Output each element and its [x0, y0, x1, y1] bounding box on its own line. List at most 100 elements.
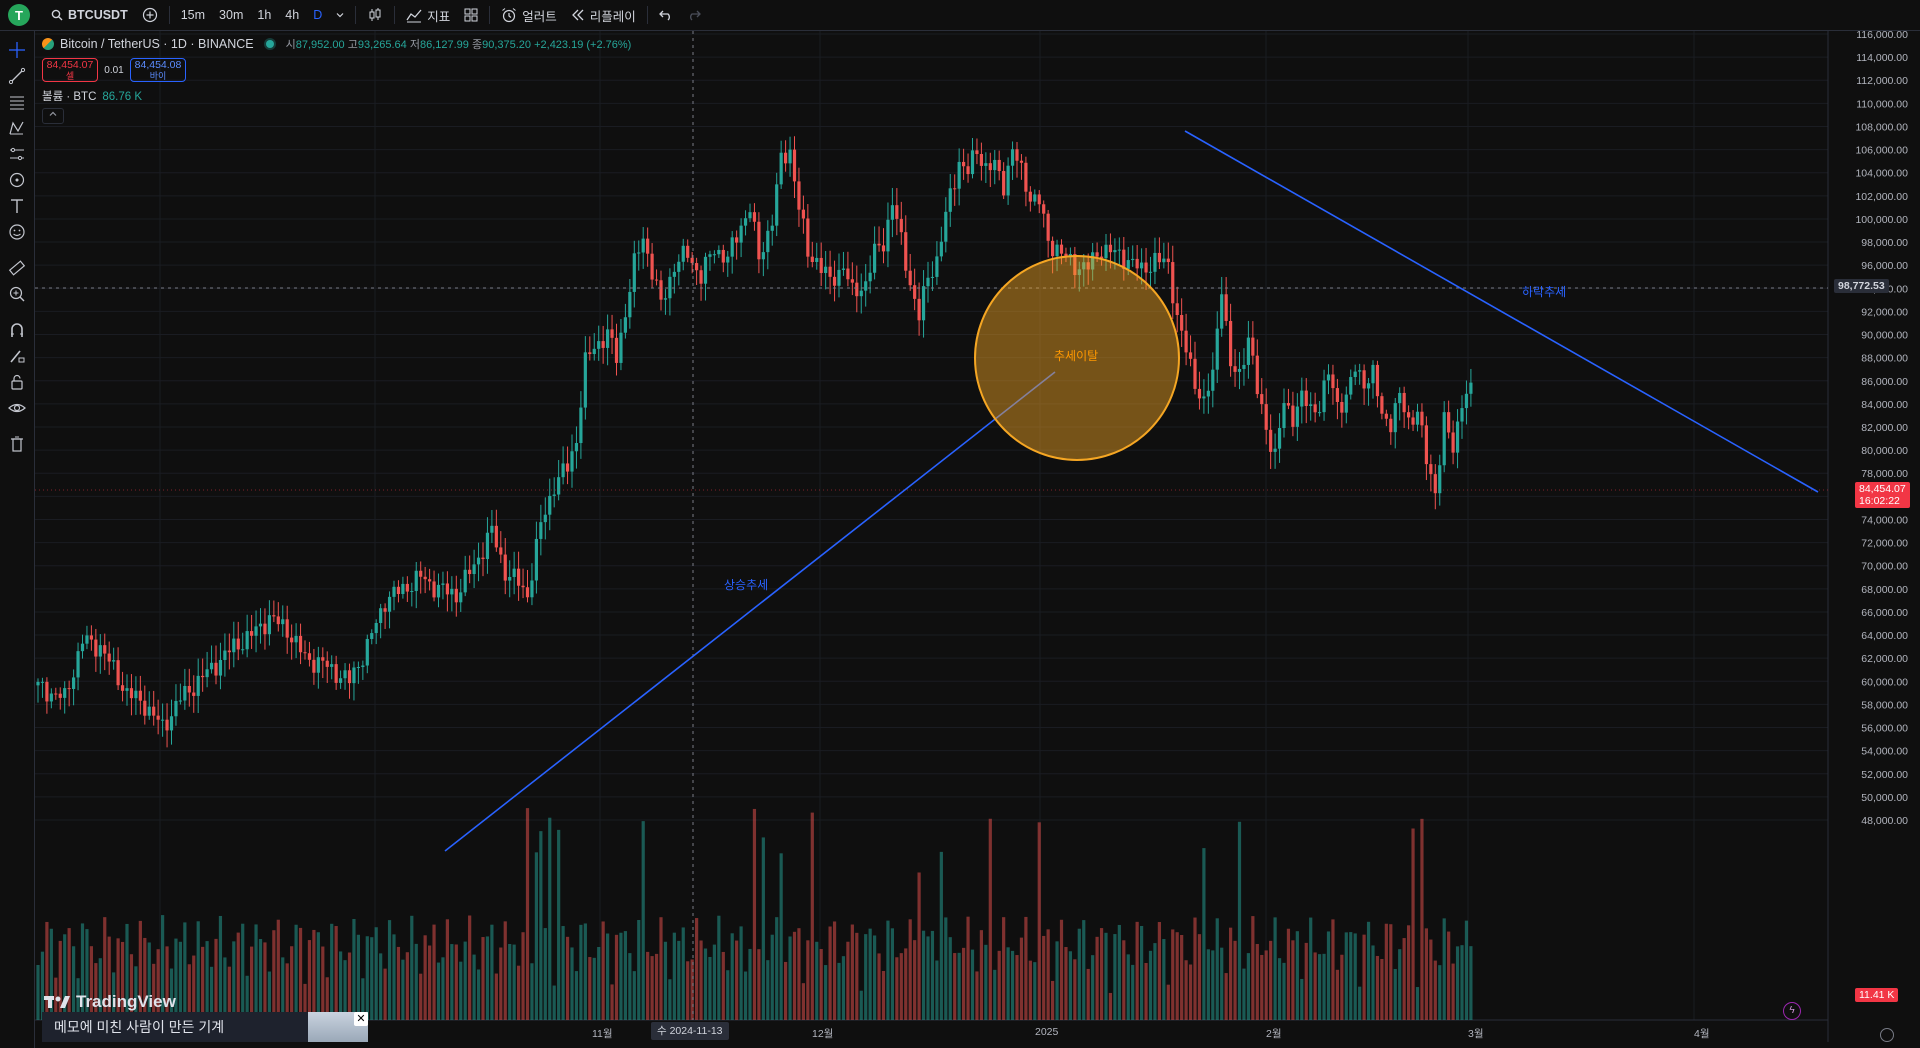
volume-bar: [962, 947, 966, 1020]
volume-bar: [926, 936, 930, 1020]
candle-body: [748, 212, 752, 219]
interval-4h[interactable]: 4h: [285, 8, 300, 22]
candle-body: [917, 298, 921, 321]
magnet-tool[interactable]: [5, 318, 29, 342]
chart-type-button[interactable]: [360, 0, 390, 30]
candle-body: [298, 635, 303, 653]
lock-drawings-tool[interactable]: [5, 370, 29, 394]
zoom-tool[interactable]: [5, 282, 29, 306]
volume-bar: [63, 934, 67, 1020]
volume-label[interactable]: 볼륨 · BTC: [42, 91, 97, 103]
candle-body: [1019, 160, 1024, 163]
volume-bar: [984, 944, 988, 1020]
candle-body: [241, 649, 245, 651]
collapse-legend-button[interactable]: [42, 108, 64, 124]
layout-templates-button[interactable]: [457, 0, 485, 30]
text-tool[interactable]: [5, 194, 29, 218]
lightning-icon[interactable]: ϟ: [1783, 1002, 1801, 1020]
interval-15m[interactable]: 15m: [180, 8, 206, 22]
forecast-tool[interactable]: [5, 142, 29, 166]
horizontal-lines-tool[interactable]: [5, 90, 29, 114]
uptrend-line[interactable]: [444, 371, 1056, 852]
breakout-circle[interactable]: [974, 255, 1180, 461]
ad-close-button[interactable]: ✕: [354, 1012, 368, 1026]
ruler-tool[interactable]: [5, 256, 29, 280]
volume-bar: [730, 933, 734, 1020]
volume-bar: [766, 960, 770, 1020]
volume-bar: [428, 945, 432, 1020]
shapes-tool[interactable]: [5, 168, 29, 192]
replay-button[interactable]: 리플레이: [564, 0, 643, 30]
ad-banner[interactable]: 메모에 미친 사람이 만든 기계 ✕: [42, 1012, 368, 1042]
volume-bar: [1068, 951, 1072, 1020]
settings-icon[interactable]: [1880, 1028, 1894, 1042]
candle-body: [792, 149, 797, 182]
price-axis-label: 116,000.00: [1856, 31, 1908, 41]
volume-bar: [36, 965, 40, 1020]
hide-drawings-tool[interactable]: [5, 396, 29, 420]
candle-body: [1237, 368, 1242, 372]
candle-body: [899, 218, 903, 233]
interval-dropdown[interactable]: [329, 0, 351, 30]
candle-body: [316, 657, 320, 673]
volume-bar: [1464, 920, 1469, 1020]
sell-button[interactable]: 84,454.07 셀: [42, 58, 98, 82]
price-axis-label: 108,000.00: [1855, 121, 1908, 133]
high-label: 고: [347, 39, 358, 51]
volume-bar: [565, 936, 570, 1020]
interval-30m[interactable]: 30m: [219, 8, 244, 22]
interval-1d[interactable]: D: [313, 8, 323, 22]
buy-button[interactable]: 84,454.08 바이: [130, 58, 186, 82]
undo-button[interactable]: [652, 0, 680, 30]
symbol-search-button[interactable]: BTCUSDT: [44, 0, 135, 30]
candle-body: [40, 681, 45, 683]
downtrend-annotation[interactable]: 하락추세: [1522, 285, 1566, 299]
downtrend-line[interactable]: [1184, 130, 1819, 493]
alert-button[interactable]: 얼러트: [494, 0, 564, 30]
redo-button[interactable]: [680, 0, 708, 30]
breakout-annotation[interactable]: 추세이탈: [1054, 349, 1098, 363]
candle-body: [1442, 412, 1446, 466]
interval-1h[interactable]: 1h: [257, 8, 272, 22]
candle-body: [930, 276, 935, 278]
trendline-tool[interactable]: [5, 64, 29, 88]
stay-drawing-tool[interactable]: [5, 344, 29, 368]
volume-bar: [917, 872, 921, 1020]
chart-pane[interactable]: 116,000.00 114,000.00 112,000.00 110,000.00…: [35, 31, 1920, 1042]
volume-bar: [481, 937, 485, 1020]
candle-body: [708, 254, 712, 257]
candle-body: [1424, 425, 1428, 465]
tradingview-logo[interactable]: TradingView: [44, 992, 176, 1012]
crosshair-tool[interactable]: [5, 38, 29, 62]
candlestick-chart[interactable]: 116,000.00 114,000.00 112,000.00 110,000.00…: [35, 31, 1920, 1042]
ad-text[interactable]: 메모에 미친 사람이 만든 기계: [54, 1019, 225, 1035]
remove-drawings-tool[interactable]: [5, 432, 29, 456]
candle-body: [1318, 412, 1322, 414]
candle-body: [1033, 194, 1037, 202]
candle-body: [904, 232, 908, 271]
spread-value: 0.01: [104, 64, 124, 76]
candle-body: [1460, 408, 1464, 422]
pattern-tool[interactable]: [5, 116, 29, 140]
volume-bar: [953, 953, 957, 1020]
volume-bar: [205, 941, 209, 1020]
candle-body: [374, 623, 378, 634]
compare-symbol-button[interactable]: [135, 0, 165, 30]
user-avatar[interactable]: T: [8, 4, 30, 26]
price-axis-label: 96,000.00: [1861, 260, 1908, 272]
crosshair-icon: [9, 42, 25, 58]
volume-bar: [690, 959, 694, 1020]
emoji-tool[interactable]: [5, 220, 29, 244]
volume-bar: [1438, 965, 1442, 1020]
price-axis-label: 52,000.00: [1861, 769, 1908, 781]
volume-bar: [899, 953, 903, 1020]
symbol-title[interactable]: Bitcoin / TetherUS · 1D · BINANCE: [60, 37, 254, 51]
candle-body: [361, 665, 365, 668]
uptrend-annotation[interactable]: 상승추세: [724, 578, 768, 592]
candle-body: [1322, 380, 1326, 413]
sell-label: 셀: [65, 71, 75, 81]
candle-body: [1375, 364, 1380, 397]
volume-bar: [143, 937, 147, 1020]
candle-body: [752, 212, 757, 222]
indicators-button[interactable]: 지표: [399, 0, 457, 30]
